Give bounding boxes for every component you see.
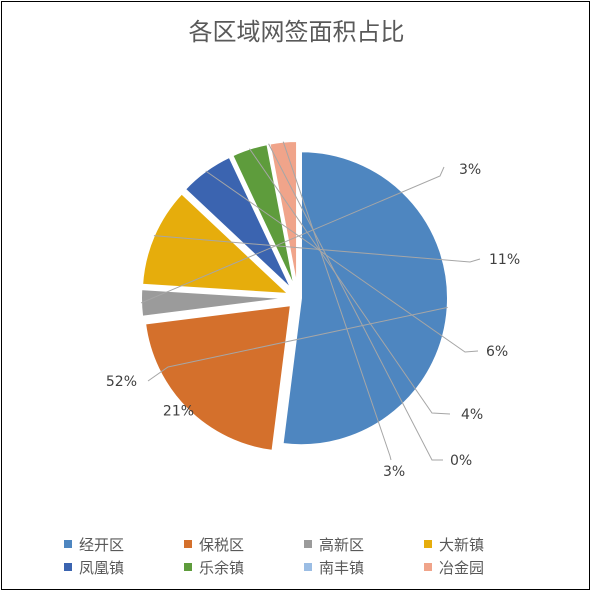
legend-swatch-5 <box>184 563 192 571</box>
leader-line-3 <box>153 235 481 263</box>
data-label-3: 11% <box>489 252 520 268</box>
legend-label-6: 南丰镇 <box>319 558 365 577</box>
pie-slice-2 <box>140 288 289 318</box>
legend-item-2: 高新区 <box>304 534 424 554</box>
chart-title: 各区域网签面积占比 <box>188 18 405 46</box>
data-label-2: 3% <box>459 162 481 178</box>
legend-swatch-1 <box>184 540 192 548</box>
leader-line-4 <box>205 170 479 353</box>
data-label-0: 52% <box>106 374 137 390</box>
leader-line-0 <box>147 306 448 382</box>
leader-line-5 <box>249 148 451 415</box>
legend-swatch-6 <box>304 563 312 571</box>
legend-label-2: 高新区 <box>319 535 365 554</box>
legend: 经开区 保税区 高新区 大新镇凤凰镇 乐余镇 南丰镇 冶金园 <box>64 534 544 577</box>
legend-swatch-7 <box>424 563 432 571</box>
legend-label-3: 大新镇 <box>439 535 485 554</box>
legend-item-4: 凤凰镇 <box>64 557 184 577</box>
leader-line-2 <box>140 166 445 304</box>
legend-label-1: 保税区 <box>199 535 245 554</box>
legend-swatch-2 <box>304 540 312 548</box>
legend-item-0: 经开区 <box>64 534 184 554</box>
data-label-5: 4% <box>461 407 483 423</box>
legend-item-1: 保税区 <box>184 534 304 554</box>
legend-swatch-0 <box>64 540 72 548</box>
leader-line-6 <box>268 143 443 461</box>
legend-label-4: 凤凰镇 <box>79 558 125 577</box>
data-label-6: 0% <box>450 453 472 469</box>
leader-line-7 <box>282 141 392 461</box>
legend-label-5: 乐余镇 <box>199 558 245 577</box>
pie-slice-7 <box>268 140 299 289</box>
pie-slice-5 <box>230 142 296 289</box>
legend-item-7: 冶金园 <box>424 557 544 577</box>
legend-swatch-4 <box>64 563 72 571</box>
legend-swatch-3 <box>424 540 432 548</box>
pie-slice-1 <box>143 303 293 453</box>
legend-item-5: 乐余镇 <box>184 557 304 577</box>
data-label-1: 21% <box>163 404 194 420</box>
legend-label-0: 经开区 <box>79 535 125 554</box>
legend-label-7: 冶金园 <box>439 558 485 577</box>
data-label-4: 6% <box>486 344 508 360</box>
legend-item-6: 南丰镇 <box>304 557 424 577</box>
legend-item-3: 大新镇 <box>424 534 544 554</box>
data-label-7: 3% <box>383 464 405 480</box>
